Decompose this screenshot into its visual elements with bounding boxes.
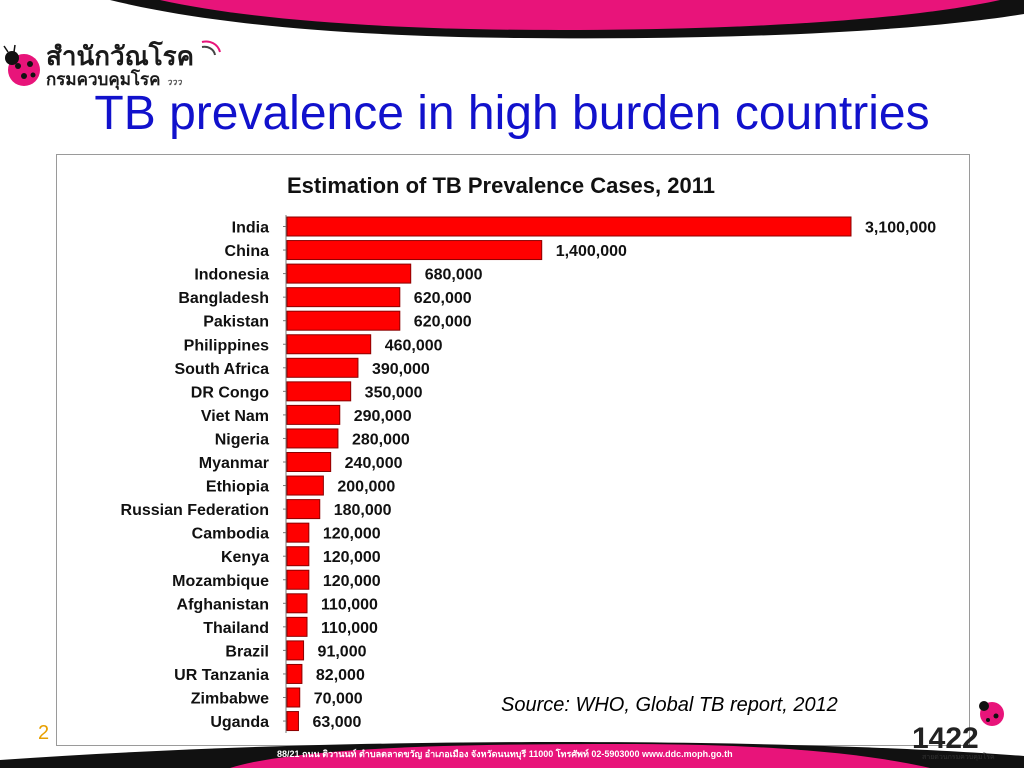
bar-value-label: 460,000 bbox=[385, 337, 443, 354]
bar bbox=[286, 640, 305, 661]
bar bbox=[286, 522, 310, 543]
bar-value-label: 620,000 bbox=[414, 314, 472, 331]
bar bbox=[286, 569, 310, 590]
bar bbox=[286, 711, 299, 732]
bar-value-label: 70,000 bbox=[314, 691, 363, 708]
bar bbox=[286, 475, 324, 496]
bar bbox=[286, 404, 341, 425]
category-label: South Africa bbox=[174, 361, 269, 378]
category-label: Mozambique bbox=[172, 573, 269, 590]
bar-chart: Estimation of TB Prevalence Cases, 2011 … bbox=[121, 173, 936, 733]
category-label: Ethiopia bbox=[206, 479, 269, 496]
bar-value-label: 120,000 bbox=[323, 573, 381, 590]
category-label: Indonesia bbox=[194, 267, 269, 284]
slide-title: TB prevalence in high burden countries bbox=[94, 87, 930, 140]
bar bbox=[286, 240, 543, 261]
footer-address: 88/21 ถนน ติวานนท์ ตำบลตลาดขวัญ อำเภอเมื… bbox=[277, 749, 733, 759]
bar-value-label: 200,000 bbox=[337, 479, 395, 496]
category-label: Bangladesh bbox=[178, 290, 269, 307]
category-label: Kenya bbox=[221, 549, 269, 566]
logo-dept-text: กรมควบคุมโรค bbox=[46, 70, 161, 90]
hotline-logo: 1422 bbox=[912, 690, 1024, 768]
logo-small-text: ววว bbox=[166, 78, 182, 88]
bar bbox=[286, 287, 401, 308]
footer-bar bbox=[0, 742, 1024, 768]
chart-frame: Estimation of TB Prevalence Cases, 2011 … bbox=[56, 154, 970, 746]
category-label: Afghanistan bbox=[177, 596, 269, 613]
signal-arc-icon bbox=[201, 40, 221, 56]
bar bbox=[286, 310, 401, 331]
bar-value-label: 3,100,000 bbox=[865, 220, 936, 237]
bar bbox=[286, 499, 321, 520]
ministry-logo: สำนักวัณโรค กรมควบคุมโรค ววว bbox=[2, 36, 232, 92]
category-label: Nigeria bbox=[215, 431, 269, 448]
bar-value-label: 620,000 bbox=[414, 290, 472, 307]
category-label: DR Congo bbox=[191, 384, 269, 401]
bar-value-label: 91,000 bbox=[318, 643, 367, 660]
category-label: Thailand bbox=[203, 620, 269, 637]
category-label: Brazil bbox=[225, 643, 269, 660]
logo-dept-name: กรมควบคุมโรค ววว bbox=[46, 66, 182, 93]
bar-value-label: 180,000 bbox=[334, 502, 392, 519]
bar-value-label: 120,000 bbox=[323, 549, 381, 566]
category-label: UR Tanzania bbox=[174, 667, 269, 684]
hotline-number: 1422 bbox=[912, 722, 979, 755]
bar-value-label: 240,000 bbox=[345, 455, 403, 472]
bar bbox=[286, 593, 308, 614]
bar-value-label: 110,000 bbox=[321, 620, 378, 637]
bar bbox=[286, 381, 352, 402]
chart-source: Source: WHO, Global TB report, 2012 bbox=[501, 694, 838, 716]
chart-title: Estimation of TB Prevalence Cases, 2011 bbox=[287, 173, 715, 198]
bar-value-label: 280,000 bbox=[352, 431, 410, 448]
bar bbox=[286, 263, 412, 284]
bars-group: India 3,100,000 China 1,400,000 Indonesia 680… bbox=[121, 216, 936, 732]
bar bbox=[286, 452, 332, 472]
bar-value-label: 1,400,000 bbox=[556, 243, 627, 260]
category-label: Russian Federation bbox=[121, 502, 269, 519]
bar-value-label: 290,000 bbox=[354, 408, 412, 425]
page-number: 2 bbox=[38, 722, 50, 744]
bar-value-label: 350,000 bbox=[365, 384, 423, 401]
hotline-caption: สายด่วนกรมควบคุมโรค bbox=[922, 754, 995, 761]
category-label: Myanmar bbox=[199, 455, 269, 472]
category-label: Uganda bbox=[210, 714, 269, 731]
category-label: Cambodia bbox=[192, 526, 269, 543]
bar-value-label: 110,000 bbox=[321, 596, 378, 613]
bar-value-label: 82,000 bbox=[316, 667, 365, 684]
bar bbox=[286, 216, 852, 237]
category-label: China bbox=[225, 243, 270, 260]
bar bbox=[286, 546, 310, 567]
ladybug-icon bbox=[3, 44, 40, 86]
bar bbox=[286, 428, 339, 449]
logo-org-name: สำนักวัณโรค bbox=[46, 42, 195, 72]
hotline-ladybug-icon: 1422 bbox=[912, 701, 1004, 755]
bar bbox=[286, 687, 301, 708]
bar-value-label: 390,000 bbox=[372, 361, 430, 378]
bar-value-label: 63,000 bbox=[312, 714, 361, 731]
bar bbox=[286, 334, 372, 355]
bar bbox=[286, 357, 359, 378]
category-label: Philippines bbox=[184, 337, 269, 354]
bar bbox=[286, 663, 303, 684]
category-label: Zimbabwe bbox=[191, 691, 269, 708]
bar bbox=[286, 616, 308, 637]
category-label: India bbox=[232, 220, 269, 237]
bar-value-label: 120,000 bbox=[323, 526, 381, 543]
bar-value-label: 680,000 bbox=[425, 267, 483, 284]
category-label: Viet Nam bbox=[201, 408, 269, 425]
category-label: Pakistan bbox=[203, 314, 269, 331]
header-swoosh bbox=[110, 0, 1024, 39]
